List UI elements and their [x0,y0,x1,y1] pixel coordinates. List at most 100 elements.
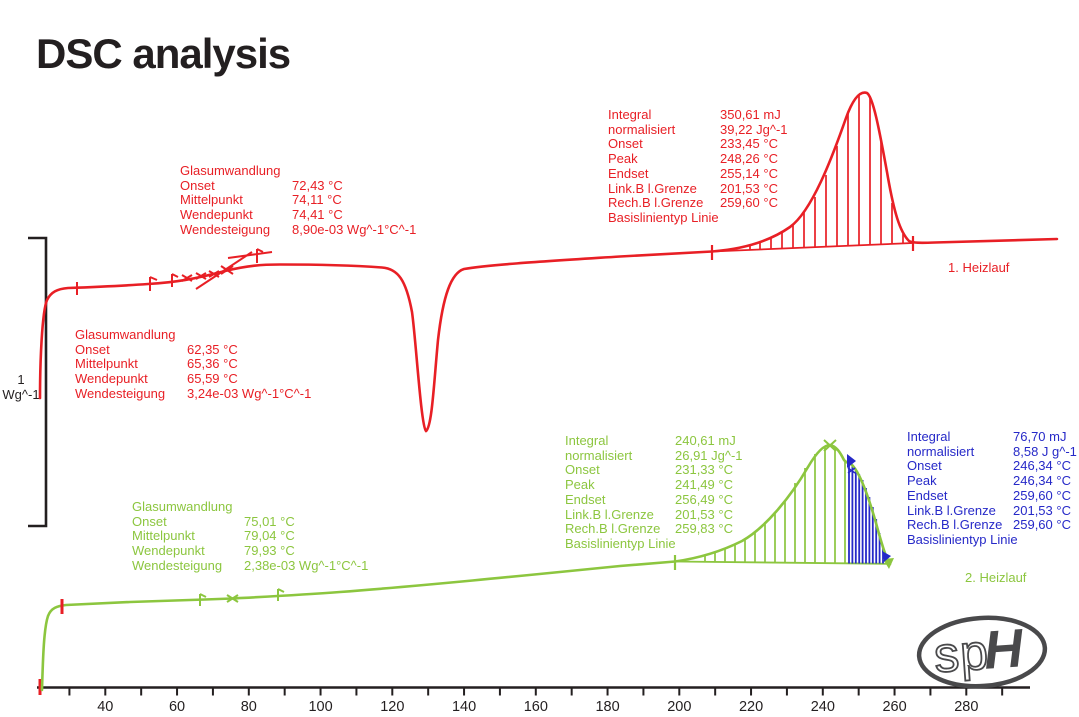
annotation-value: 248,26 °C [720,151,778,167]
annotation-row: Basislinientyp Linie [907,531,1077,548]
blue-partial-area-hatching [848,461,888,564]
green-glass-transition-markers [199,588,285,606]
annotation-value: 201,53 °C [1013,502,1071,518]
annotation-label: Mittelpunkt [132,528,195,544]
annotation-row: Integral 240,61 mJ [565,433,743,449]
annotation-label: Mittelpunkt [180,192,243,208]
annotation-label: Onset [565,462,600,478]
annotation-label: Wendepunkt [75,371,148,387]
annotation-title: Glasumwandlung [180,163,281,178]
annotation-value: 259,60 °C [1013,487,1071,503]
x-tick-label: 160 [524,699,548,715]
annotation-value: 259,83 °C [675,521,733,537]
green-peak-cross-marker [823,439,837,452]
annotation-row: normalisiert 39,22 Jg^-1 [608,121,788,138]
annotation-row: Onset 72,43 °C [180,177,416,194]
x-tick-label: 240 [811,699,835,715]
annotation-value: 76,70 mJ [1013,429,1067,444]
annotation-value: 74,41 °C [292,207,343,223]
annotation-value: 79,93 °C [244,543,295,559]
annotation-value: 246,34 °C [1013,458,1071,474]
annotation-red-integral: Integral 350,61 mJ normalisiert 39,22 Jg^-1… [608,107,788,226]
annotation-label: Integral [608,107,652,122]
annotation-label: Onset [132,513,167,529]
annotation-row: Onset 246,34 °C [907,459,1077,474]
page-title: DSC analysis [36,30,291,77]
annotation-row: Onset 75,01 °C [132,513,368,530]
annotation-value: 201,53 °C [675,506,733,522]
x-tick-label: 120 [380,699,404,715]
green-peak-hatching [704,446,846,564]
x-tick-label: 100 [308,699,332,715]
annotation-label: Basislinientyp Linie [907,531,1018,547]
annotation-row: Onset 62,35 °C [75,341,311,358]
annotation-label: Onset [75,341,110,357]
logo-text-bold: H [982,618,1026,681]
annotation-value: 201,53 °C [720,180,778,196]
annotation-row: Link.B l.Grenze 201,53 °C [565,506,743,523]
x-tick-label: 200 [667,699,691,715]
annotation-label: Rech.B l.Grenze [907,517,1003,533]
annotation-value: 8,58 J g^-1 [1013,443,1077,459]
annotation-row: Endset 259,60 °C [907,487,1077,504]
x-axis-ticks: 40 60 80 100 120 140 160 180 200 220 240 260 280 [68,687,1004,715]
annotation-label: Rech.B l.Grenze [608,195,704,211]
annotation-row: Link.B l.Grenze 201,53 °C [608,180,788,197]
annotation-label: Mittelpunkt [75,356,138,372]
y-scale-value: 1 [17,372,25,387]
annotation-value [1013,533,1077,548]
annotation-row: Integral 350,61 mJ [608,107,788,123]
annotation-value: 350,61 mJ [720,107,781,122]
logo-ellipse [916,615,1048,689]
annotation-red-glass-upper: Glasumwandlung Onset 72,43 °C Mittelpunkt 7… [180,163,417,238]
annotation-value: 72,43 °C [292,177,343,193]
annotation-value: 8,90e-03 Wg^-1°C^-1 [292,221,417,237]
red-glass-transition-markers [76,248,273,295]
annotation-value: 233,45 °C [720,136,778,152]
annotation-title: Glasumwandlung [75,327,176,342]
annotation-row: Onset 233,45 °C [608,137,788,152]
annotation-value: 79,04 °C [244,528,295,544]
x-tick-label: 260 [882,699,906,715]
annotation-label: Basislinientyp Linie [565,535,676,551]
red-integration-baseline [711,242,914,253]
annotation-value: 75,01 °C [244,513,295,529]
annotation-title: Glasumwandlung [132,499,233,514]
blue-partial-cross-marker [847,467,856,474]
run1-label: 1. Heizlauf [948,260,1010,275]
run2-label: 2. Heizlauf [965,570,1027,585]
annotation-row: Peak 248,26 °C [608,151,788,167]
annotation-row: Wendepunkt 79,93 °C [132,543,368,559]
annotation-value: 39,22 Jg^-1 [720,121,788,137]
red-peak-hatching [749,94,904,251]
annotation-label: Wendesteigung [132,557,223,573]
annotation-blue-integral: Integral 76,70 mJ normalisiert 8,58 J g^-1 O… [907,429,1077,548]
annotation-value: 259,60 °C [1013,517,1071,533]
red-curve-run1 [38,91,1059,433]
annotation-label: normalisiert [907,443,975,459]
annotation-row: Endset 256,49 °C [565,492,743,508]
green-end-arrow [883,558,894,569]
annotation-label: Onset [608,136,643,152]
annotation-value: 3,24e-03 Wg^-1°C^-1 [187,385,312,401]
annotation-row: Peak 246,34 °C [907,473,1077,489]
annotation-row: Wendesteigung 3,24e-03 Wg^-1°C^-1 [75,385,312,402]
annotation-row: Integral 76,70 mJ [907,429,1077,445]
y-scale-label: 1 Wg^-1 [0,372,42,402]
annotation-label: Peak [907,473,937,489]
annotation-label: Link.B l.Grenze [608,180,697,196]
annotation-label: Rech.B l.Grenze [565,521,661,537]
annotation-label: normalisiert [565,447,633,463]
annotation-value: 240,61 mJ [675,433,736,448]
annotation-value: 62,35 °C [187,341,238,357]
annotation-value: 259,60 °C [720,195,778,211]
annotation-value: 241,49 °C [675,477,733,493]
annotation-label: Integral [565,433,609,448]
annotation-row: Wendepunkt 65,59 °C [75,371,311,387]
x-tick-label: 80 [241,699,257,715]
annotation-red-glass-lower: Glasumwandlung Onset 62,35 °C Mittelpunkt 6… [75,327,312,402]
annotation-row: Wendesteigung 2,38e-03 Wg^-1°C^-1 [132,557,368,574]
annotation-label: Wendepunkt [180,207,253,223]
